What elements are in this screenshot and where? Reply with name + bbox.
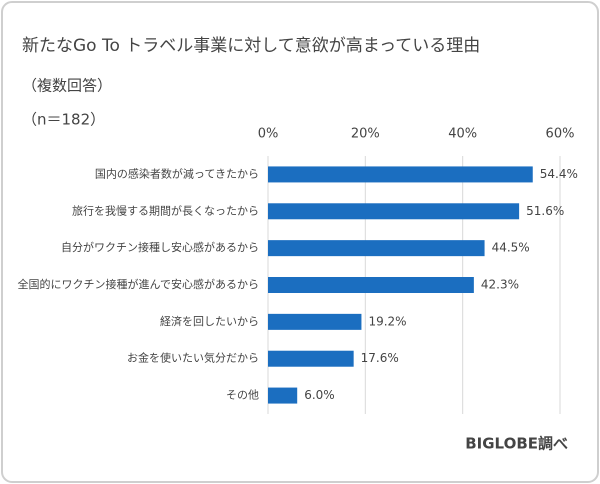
value-label: 54.4%	[540, 167, 578, 181]
x-tick-label: 20%	[351, 127, 380, 142]
chart-subtitle: （複数回答）	[22, 77, 112, 95]
bar	[268, 203, 520, 220]
x-tick-label: 40%	[448, 127, 477, 142]
source: BIGLOBE調べ	[465, 435, 568, 453]
value-label: 17.6%	[361, 351, 399, 365]
value-label: 19.2%	[368, 314, 406, 328]
value-label: 51.6%	[526, 204, 564, 218]
y-tick-label: 経済を回したいから	[160, 314, 259, 328]
bar	[268, 240, 485, 257]
bar	[268, 166, 533, 183]
bar	[268, 277, 474, 293]
bar	[268, 350, 354, 367]
y-tick-label: 旅行を我慢する期間が長くなったから	[72, 203, 259, 217]
chart-title: 新たなGo To トラベル事業に対して意欲が高まっている理由	[22, 36, 480, 56]
bar	[268, 313, 362, 330]
y-tick-label: 全国的にワクチン接種が進んで安心感があるから	[18, 277, 259, 291]
y-tick-label: 自分がワクチン接種し安心感があるから	[61, 240, 259, 254]
x-tick-label: 60%	[546, 127, 575, 142]
x-tick-label: 0%	[258, 127, 279, 142]
bar	[268, 387, 298, 404]
value-label: 44.5%	[492, 241, 530, 255]
y-tick-label: お金を使いたい気分だから	[127, 351, 259, 365]
value-label: 6.0%	[304, 388, 335, 402]
sample-size: （n＝182）	[22, 111, 105, 129]
y-tick-label: 国内の感染者数が減ってきたから	[95, 166, 259, 180]
value-label: 42.3%	[481, 278, 519, 292]
y-tick-label: その他	[226, 389, 259, 402]
